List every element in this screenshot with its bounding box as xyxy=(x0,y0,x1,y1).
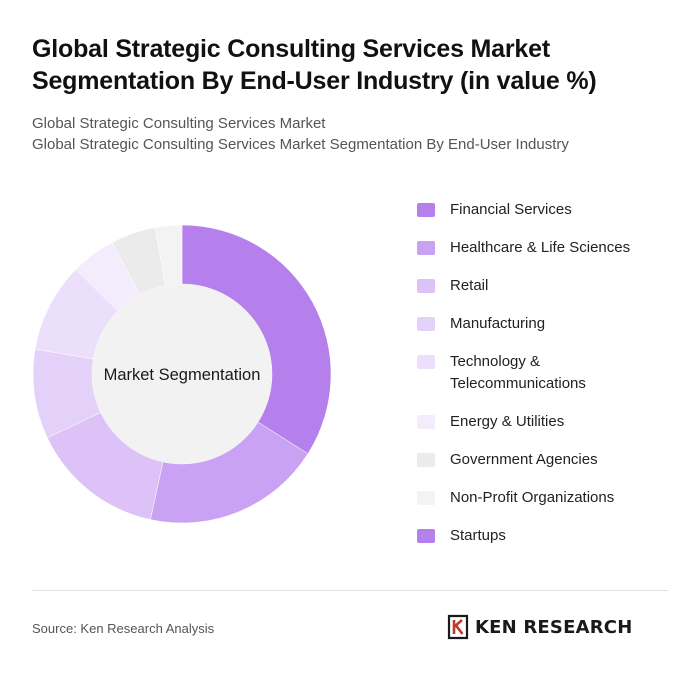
legend-item-6: Government Agencies xyxy=(417,449,687,471)
legend-label: Retail xyxy=(450,277,489,294)
legend-item-3: Manufacturing xyxy=(417,313,687,335)
chart-subtitle: Global Strategic Consulting Services Mar… xyxy=(32,113,672,155)
legend-label: Energy & Utilities xyxy=(450,413,565,430)
source-note: Source: Ken Research Analysis xyxy=(32,621,215,636)
legend-item-2: Retail xyxy=(417,275,687,297)
legend-swatch xyxy=(417,453,435,467)
legend-swatch xyxy=(417,279,435,293)
legend-swatch xyxy=(417,415,435,429)
legend-label: Financial Services xyxy=(450,201,572,218)
legend-label: Government Agencies xyxy=(450,451,598,468)
subtitle-line-1: Global Strategic Consulting Services Mar… xyxy=(32,115,326,132)
legend-swatch xyxy=(417,203,435,217)
legend-item-7: Non-Profit Organizations xyxy=(417,487,687,509)
legend-item-5: Energy & Utilities xyxy=(417,411,687,433)
legend-item-4: Technology & Telecommunications xyxy=(417,351,687,395)
legend-swatch xyxy=(417,241,435,255)
legend-swatch xyxy=(417,529,435,543)
brand-name: KEN RESEARCH xyxy=(475,616,633,638)
legend-swatch xyxy=(417,491,435,505)
brand-logo: KEN RESEARCH xyxy=(447,614,632,640)
donut-center xyxy=(92,284,272,464)
legend-swatch xyxy=(417,317,435,331)
legend-item-0: Financial Services xyxy=(417,199,687,221)
ken-research-k-icon xyxy=(447,614,469,640)
legend-item-8: Startups xyxy=(417,525,687,547)
donut-chart: Market Segmentation xyxy=(20,214,344,534)
legend-item-1: Healthcare & Life Sciences xyxy=(417,237,687,259)
legend-label: Non-Profit Organizations xyxy=(450,489,615,506)
chart-title: Global Strategic Consulting Services Mar… xyxy=(32,35,597,95)
donut-center-label: Market Segmentation xyxy=(104,366,261,384)
legend-label: Startups xyxy=(450,527,506,544)
chart-legend: Financial Services Healthcare & Life Scie… xyxy=(417,199,687,547)
subtitle-line-2: Global Strategic Consulting Services Mar… xyxy=(32,136,569,153)
donut-chart-svg: Market Segmentation xyxy=(32,224,332,524)
legend-swatch xyxy=(417,355,435,369)
legend-label: Healthcare & Life Sciences xyxy=(450,239,631,256)
legend-label: Manufacturing xyxy=(450,315,546,332)
legend-label: Technology & Telecommunications xyxy=(450,353,586,392)
footer-divider xyxy=(32,590,668,591)
